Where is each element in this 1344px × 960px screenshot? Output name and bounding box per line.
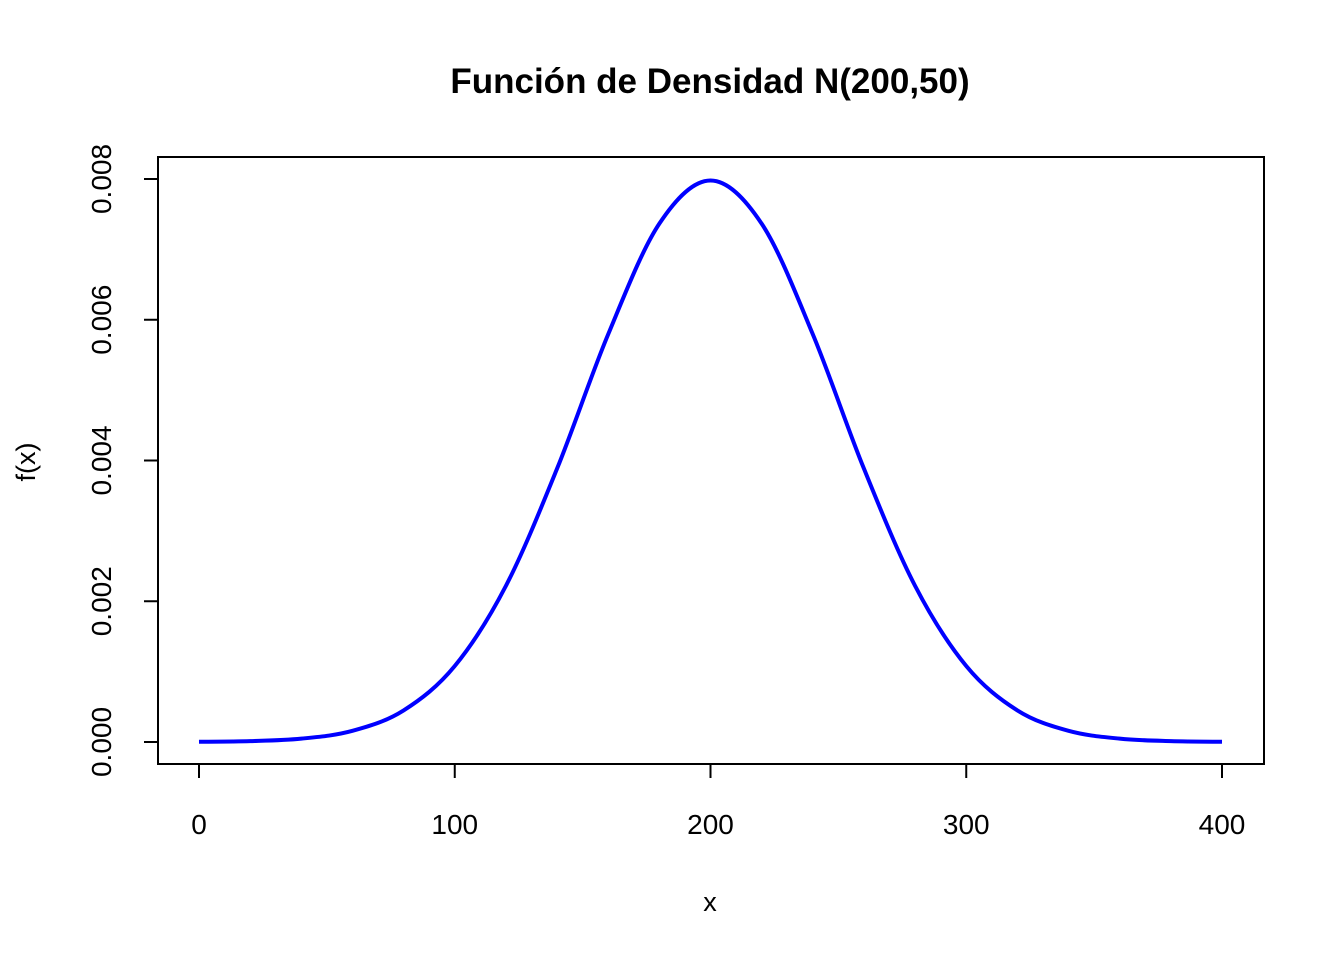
x-tick-label: 0 <box>191 809 207 840</box>
y-axis-label: f(x) <box>11 443 41 482</box>
y-tick-label: 0.008 <box>86 144 117 214</box>
y-axis-ticks: 0.000 0.002 0.004 0.006 0.008 <box>86 144 158 777</box>
density-curve <box>198 178 1223 744</box>
x-tick-label: 100 <box>431 809 478 840</box>
y-tick-label: 0.006 <box>86 285 117 355</box>
x-tick-label: 400 <box>1199 809 1246 840</box>
x-axis-label: x <box>703 887 717 917</box>
x-axis-ticks: 0 100 200 300 400 <box>191 764 1245 840</box>
y-tick-label: 0.000 <box>86 707 117 777</box>
x-tick-label: 200 <box>687 809 734 840</box>
chart-title: Función de Densidad N(200,50) <box>450 62 969 101</box>
y-tick-label: 0.002 <box>86 566 117 636</box>
x-tick-label: 300 <box>943 809 990 840</box>
y-tick-label: 0.004 <box>86 425 117 495</box>
